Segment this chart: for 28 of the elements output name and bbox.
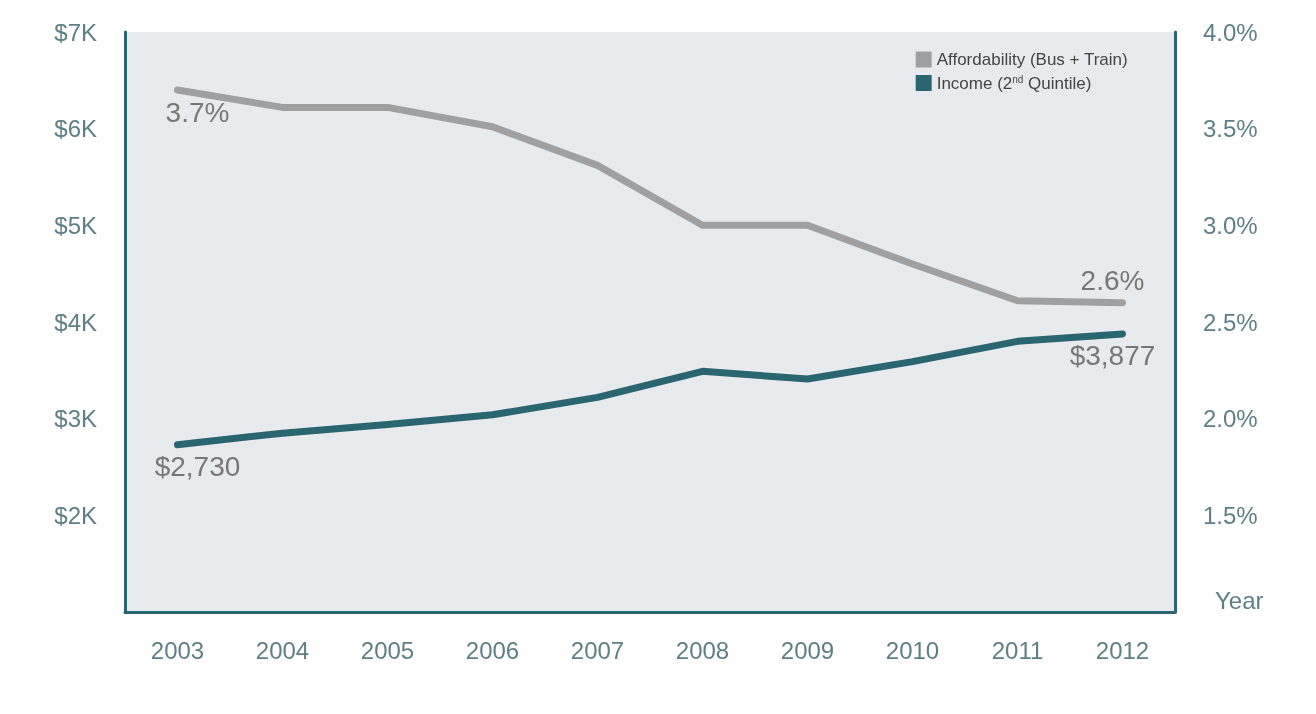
x-tick-label: 2006 xyxy=(465,636,520,664)
x-tick-label: 2011 xyxy=(991,636,1044,664)
data-label: 2.6% xyxy=(1080,265,1145,297)
x-tick-label: 2007 xyxy=(570,636,625,664)
y-tick-label: $5K xyxy=(54,211,97,239)
x-tick-label: 2005 xyxy=(360,636,415,664)
data-label: $3,877 xyxy=(1069,340,1156,372)
data-label: $2,730 xyxy=(154,451,241,483)
x-tick-label: 2010 xyxy=(885,636,940,664)
y2-tick-label: 2.0% xyxy=(1203,405,1258,433)
y2-tick-label: 1.5% xyxy=(1203,501,1258,529)
x-tick-label: 2004 xyxy=(255,636,310,664)
x-tick-label: 2012 xyxy=(1095,636,1150,664)
y-tick-label: $3K xyxy=(54,405,97,433)
y2-tick-label: 3.5% xyxy=(1203,115,1258,143)
y2-tick-label: 2.5% xyxy=(1203,308,1258,336)
y-tick-label: $7K xyxy=(54,18,97,46)
y-tick-label: $4K xyxy=(54,308,97,336)
y-tick-label: $6K xyxy=(54,115,97,143)
y2-tick-label: 4.0% xyxy=(1203,18,1258,46)
data-label: 3.7% xyxy=(165,96,230,128)
legend-label: Affordability (Bus + Train) xyxy=(936,50,1128,69)
x-axis-title: Year xyxy=(1215,586,1264,614)
x-tick-label: 2003 xyxy=(150,636,205,664)
y-tick-label: $2K xyxy=(54,501,97,529)
x-tick-label: 2009 xyxy=(780,636,835,664)
y2-tick-label: 3.0% xyxy=(1203,211,1258,239)
x-tick-label: 2008 xyxy=(675,636,730,664)
